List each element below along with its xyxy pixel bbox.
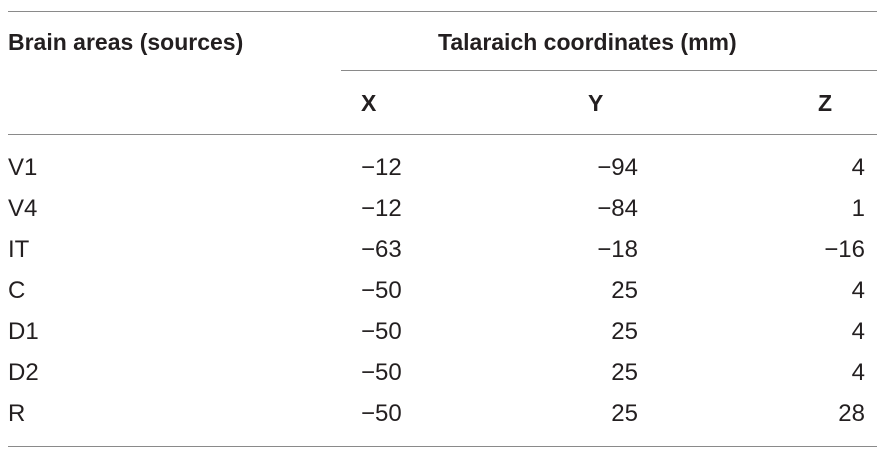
cell-x: −12 bbox=[361, 195, 402, 222]
cell-z: 4 bbox=[851, 154, 865, 181]
coordinate-group-rule bbox=[341, 70, 877, 71]
cell-z: 4 bbox=[851, 359, 865, 386]
cell-area: IT bbox=[8, 236, 30, 263]
cell-x: −50 bbox=[361, 318, 402, 345]
header-brain-areas: Brain areas (sources) bbox=[8, 29, 244, 55]
table-top-rule bbox=[8, 11, 877, 12]
header-z: Z bbox=[818, 90, 833, 116]
cell-y: 25 bbox=[611, 400, 638, 427]
header-bottom-rule bbox=[8, 134, 877, 135]
header-y: Y bbox=[588, 90, 604, 116]
cell-area: V1 bbox=[8, 154, 38, 181]
cell-y: 25 bbox=[611, 318, 638, 345]
header-x: X bbox=[361, 90, 377, 116]
cell-area: D2 bbox=[8, 359, 39, 386]
cell-area: V4 bbox=[8, 195, 38, 222]
cell-y: 25 bbox=[611, 277, 638, 304]
cell-z: 1 bbox=[851, 195, 865, 222]
cell-area: R bbox=[8, 400, 26, 427]
header-talaraich-coordinates: Talaraich coordinates (mm) bbox=[438, 29, 737, 55]
cell-z: −16 bbox=[824, 236, 865, 263]
cell-y: −18 bbox=[597, 236, 638, 263]
cell-x: −50 bbox=[361, 277, 402, 304]
cell-x: −50 bbox=[361, 359, 402, 386]
cell-x: −12 bbox=[361, 154, 402, 181]
cell-y: −84 bbox=[597, 195, 638, 222]
cell-z: 28 bbox=[838, 400, 865, 427]
cell-area: D1 bbox=[8, 318, 39, 345]
cell-area: C bbox=[8, 277, 26, 304]
cell-y: 25 bbox=[611, 359, 638, 386]
cell-x: −63 bbox=[361, 236, 402, 263]
cell-y: −94 bbox=[597, 154, 638, 181]
cell-z: 4 bbox=[851, 277, 865, 304]
table-bottom-rule bbox=[8, 446, 877, 447]
cell-x: −50 bbox=[361, 400, 402, 427]
cell-z: 4 bbox=[851, 318, 865, 345]
coordinates-table: Brain areas (sources) Talaraich coordina… bbox=[8, 0, 877, 458]
